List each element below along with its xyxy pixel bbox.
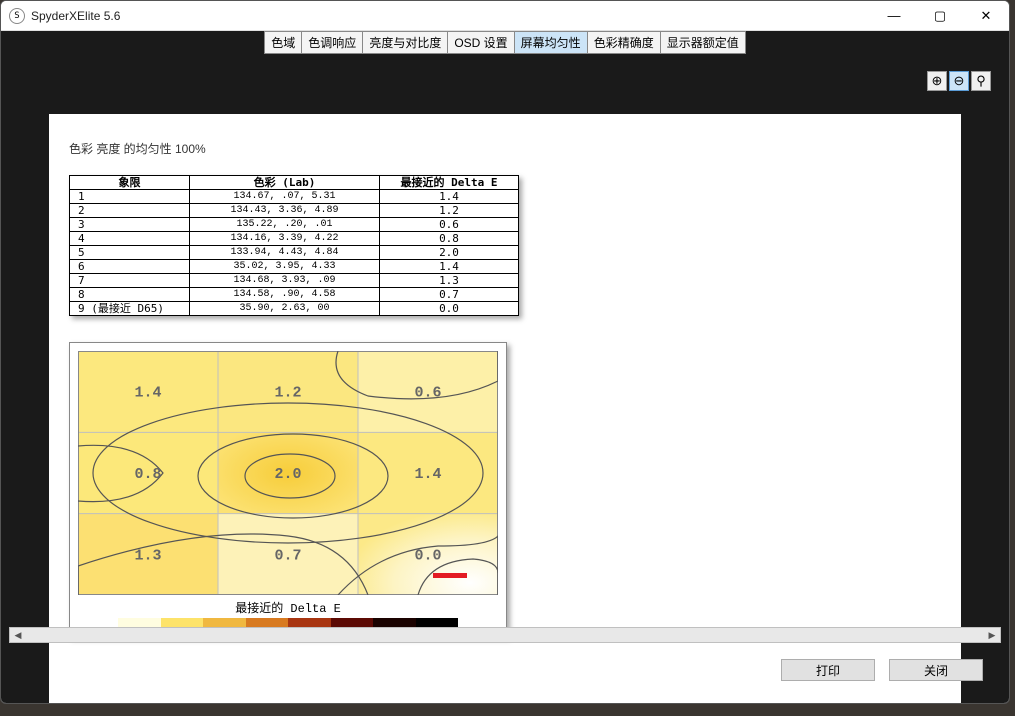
table-row: 7134.68, 3.93, .091.3 (70, 274, 519, 288)
table-header: 象限 (70, 176, 190, 190)
table-cell: 35.90, 2.63, 00 (190, 302, 380, 316)
report-title: 色彩 亮度 的均匀性 100% (69, 140, 941, 157)
table-cell: 0.7 (380, 288, 519, 302)
svg-text:0.6: 0.6 (414, 385, 441, 402)
table-cell: 134.16, 3.39, 4.22 (190, 232, 380, 246)
zoom-out-button[interactable]: ⊖ (949, 71, 969, 91)
tab-3[interactable]: OSD 设置 (448, 31, 514, 54)
table-cell: 3 (70, 218, 190, 232)
svg-text:1.4: 1.4 (134, 385, 161, 402)
scroll-left-arrow[interactable]: ◀ (10, 628, 26, 642)
uniformity-chart: 1.4 1.2 0.6 0.8 2.0 1.4 1.3 0.7 0.0 最接近的 Delta E (69, 342, 507, 637)
table-cell: 9 (最接近 D65) (70, 302, 190, 316)
table-row: 6 35.02, 3.95, 4.331.4 (70, 260, 519, 274)
tab-4[interactable]: 屏幕均匀性 (515, 31, 588, 54)
table-cell: 35.02, 3.95, 4.33 (190, 260, 380, 274)
app-icon: S (9, 8, 25, 24)
tab-5[interactable]: 色彩精确度 (588, 31, 661, 54)
table-cell: 5 (70, 246, 190, 260)
table-cell: 135.22, .20, .01 (190, 218, 380, 232)
table-header: 色彩 (Lab) (190, 176, 380, 190)
table-cell: 0.8 (380, 232, 519, 246)
table-cell: 1 (70, 190, 190, 204)
zoom-fit-button[interactable]: ⚲ (971, 71, 991, 91)
table-cell: 134.68, 3.93, .09 (190, 274, 380, 288)
horizontal-scrollbar[interactable]: ◀ ▶ (9, 627, 1001, 643)
table-row: 8134.58, .90, 4.580.7 (70, 288, 519, 302)
table-cell: 1.3 (380, 274, 519, 288)
table-row: 3135.22, .20, .010.6 (70, 218, 519, 232)
uniformity-table: 象限色彩 (Lab)最接近的 Delta E 1134.67, .07, 5.3… (69, 175, 519, 316)
maximize-button[interactable]: ▢ (917, 1, 963, 31)
table-cell: 1.4 (380, 190, 519, 204)
tab-strip: 色域色调响应亮度与对比度OSD 设置屏幕均匀性色彩精确度显示器额定值 (1, 31, 1009, 54)
tab-1[interactable]: 色调响应 (302, 31, 363, 54)
minimize-button[interactable]: — (871, 1, 917, 31)
table-cell: 134.67, .07, 5.31 (190, 190, 380, 204)
table-cell: 134.43, 3.36, 4.89 (190, 204, 380, 218)
table-row: 9 (最接近 D65) 35.90, 2.63, 000.0 (70, 302, 519, 316)
close-button[interactable]: 关闭 (889, 659, 983, 681)
svg-text:0.0: 0.0 (414, 547, 441, 564)
svg-text:1.2: 1.2 (274, 385, 301, 402)
svg-text:0.8: 0.8 (134, 466, 161, 483)
table-row: 2134.43, 3.36, 4.891.2 (70, 204, 519, 218)
table-cell: 0.0 (380, 302, 519, 316)
table-header: 最接近的 Delta E (380, 176, 519, 190)
scroll-right-arrow[interactable]: ▶ (984, 628, 1000, 642)
content-area: 色域色调响应亮度与对比度OSD 设置屏幕均匀性色彩精确度显示器额定值 ⊕ ⊖ ⚲… (1, 31, 1009, 703)
table-cell: 1.4 (380, 260, 519, 274)
svg-text:2.0: 2.0 (274, 466, 301, 483)
table-cell: 7 (70, 274, 190, 288)
table-cell: 1.2 (380, 204, 519, 218)
zoom-controls: ⊕ ⊖ ⚲ (927, 71, 991, 91)
table-cell: 8 (70, 288, 190, 302)
close-window-button[interactable]: ✕ (963, 1, 1009, 31)
table-cell: 4 (70, 232, 190, 246)
table-cell: 6 (70, 260, 190, 274)
table-cell: 134.58, .90, 4.58 (190, 288, 380, 302)
report-panel: 色彩 亮度 的均匀性 100% 象限色彩 (Lab)最接近的 Delta E 1… (49, 114, 961, 703)
titlebar: S SpyderXElite 5.6 — ▢ ✕ (1, 1, 1009, 31)
tab-6[interactable]: 显示器额定值 (661, 31, 746, 54)
zoom-in-button[interactable]: ⊕ (927, 71, 947, 91)
table-cell: 133.94, 4.43, 4.84 (190, 246, 380, 260)
table-row: 4134.16, 3.39, 4.220.8 (70, 232, 519, 246)
tab-0[interactable]: 色域 (264, 31, 302, 54)
table-row: 1134.67, .07, 5.311.4 (70, 190, 519, 204)
window-title: SpyderXElite 5.6 (31, 9, 120, 23)
print-button[interactable]: 打印 (781, 659, 875, 681)
svg-text:1.4: 1.4 (414, 466, 441, 483)
table-cell: 2.0 (380, 246, 519, 260)
table-cell: 0.6 (380, 218, 519, 232)
svg-text:1.3: 1.3 (134, 547, 161, 564)
svg-text:0.7: 0.7 (274, 547, 301, 564)
chart-caption: 最接近的 Delta E (78, 599, 498, 616)
table-cell: 2 (70, 204, 190, 218)
app-window: S SpyderXElite 5.6 — ▢ ✕ 色域色调响应亮度与对比度OSD… (0, 0, 1010, 704)
tab-2[interactable]: 亮度与对比度 (363, 31, 448, 54)
table-row: 5133.94, 4.43, 4.842.0 (70, 246, 519, 260)
